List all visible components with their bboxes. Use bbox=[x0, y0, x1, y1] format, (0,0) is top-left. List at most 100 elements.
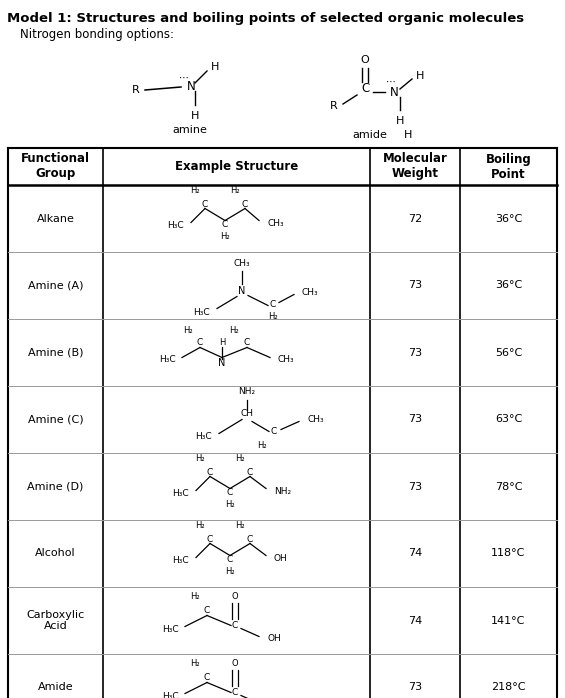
Text: H₃C: H₃C bbox=[172, 556, 189, 565]
Text: amide: amide bbox=[353, 130, 388, 140]
Text: CH₃: CH₃ bbox=[277, 355, 294, 364]
Text: 73: 73 bbox=[408, 415, 422, 424]
Text: CH₃: CH₃ bbox=[302, 288, 319, 297]
Text: H₂: H₂ bbox=[190, 659, 200, 668]
Text: H₂: H₂ bbox=[195, 521, 205, 530]
Text: 73: 73 bbox=[408, 281, 422, 290]
Text: CH₃: CH₃ bbox=[234, 259, 250, 268]
Text: H: H bbox=[191, 111, 199, 121]
Text: Molecular
Weight: Molecular Weight bbox=[383, 152, 447, 181]
Text: H₂: H₂ bbox=[190, 592, 200, 601]
Text: H₂: H₂ bbox=[268, 312, 278, 321]
Text: 78°C: 78°C bbox=[495, 482, 522, 491]
Text: Alcohol: Alcohol bbox=[35, 549, 76, 558]
Text: C: C bbox=[242, 200, 248, 209]
Text: NH₂: NH₂ bbox=[274, 487, 291, 496]
Text: N: N bbox=[218, 357, 225, 368]
Text: H₂: H₂ bbox=[225, 500, 235, 509]
Text: H₂: H₂ bbox=[225, 567, 235, 576]
Text: H₂: H₂ bbox=[183, 326, 193, 335]
Text: H₂: H₂ bbox=[220, 232, 230, 241]
Text: C: C bbox=[207, 535, 213, 544]
Text: 73: 73 bbox=[408, 348, 422, 357]
Text: CH: CH bbox=[241, 409, 254, 418]
Text: O: O bbox=[360, 55, 370, 65]
Text: H₂: H₂ bbox=[230, 186, 240, 195]
Text: C: C bbox=[204, 673, 210, 682]
Text: O: O bbox=[232, 592, 238, 601]
Text: H₃C: H₃C bbox=[162, 625, 179, 634]
Text: H: H bbox=[219, 338, 225, 347]
Text: Amide: Amide bbox=[38, 683, 73, 692]
Text: H₂: H₂ bbox=[235, 454, 245, 463]
Text: Amine (C): Amine (C) bbox=[28, 415, 83, 424]
Text: 74: 74 bbox=[408, 549, 422, 558]
Text: H₂: H₂ bbox=[235, 521, 245, 530]
Text: H₂: H₂ bbox=[257, 441, 267, 450]
Text: Amine (A): Amine (A) bbox=[28, 281, 83, 290]
Text: C: C bbox=[244, 338, 250, 347]
Text: C: C bbox=[247, 468, 253, 477]
Text: 118°C: 118°C bbox=[492, 549, 525, 558]
Text: N: N bbox=[238, 285, 246, 295]
Text: H₂: H₂ bbox=[229, 326, 239, 335]
Text: N: N bbox=[187, 80, 195, 94]
Text: H₃C: H₃C bbox=[162, 692, 179, 698]
Text: C: C bbox=[227, 488, 233, 497]
Text: 63°C: 63°C bbox=[495, 415, 522, 424]
Text: 218°C: 218°C bbox=[491, 683, 526, 692]
Text: R: R bbox=[132, 85, 140, 95]
Text: 74: 74 bbox=[408, 616, 422, 625]
Text: NH₂: NH₂ bbox=[238, 387, 255, 396]
Text: 36°C: 36°C bbox=[495, 214, 522, 223]
Text: C: C bbox=[270, 300, 276, 309]
Text: CH₃: CH₃ bbox=[307, 415, 324, 424]
Text: 36°C: 36°C bbox=[495, 281, 522, 290]
Text: Carboxylic
Acid: Carboxylic Acid bbox=[27, 609, 85, 631]
Text: CH₃: CH₃ bbox=[267, 219, 284, 228]
Text: C: C bbox=[271, 427, 277, 436]
Text: Nitrogen bonding options:: Nitrogen bonding options: bbox=[20, 28, 174, 41]
Text: Example Structure: Example Structure bbox=[175, 160, 298, 173]
Text: 56°C: 56°C bbox=[495, 348, 522, 357]
Text: H₃C: H₃C bbox=[167, 221, 184, 230]
Text: C: C bbox=[222, 220, 228, 229]
Text: amine: amine bbox=[172, 125, 207, 135]
Text: H: H bbox=[416, 71, 424, 81]
Text: C: C bbox=[361, 82, 369, 94]
Text: Model 1: Structures and boiling points of selected organic molecules: Model 1: Structures and boiling points o… bbox=[7, 12, 524, 25]
Text: H₂: H₂ bbox=[190, 186, 200, 195]
Text: H₃C: H₃C bbox=[193, 308, 210, 317]
Text: ⋯: ⋯ bbox=[179, 73, 189, 83]
Text: C: C bbox=[207, 468, 213, 477]
Text: Alkane: Alkane bbox=[37, 214, 75, 223]
Text: C: C bbox=[204, 606, 210, 615]
Text: C: C bbox=[247, 535, 253, 544]
Text: H: H bbox=[404, 130, 412, 140]
Text: R: R bbox=[331, 101, 338, 111]
Text: N: N bbox=[390, 85, 399, 98]
Text: Amine (B): Amine (B) bbox=[28, 348, 83, 357]
Text: C: C bbox=[232, 688, 238, 697]
Text: H: H bbox=[396, 116, 404, 126]
Text: C: C bbox=[227, 555, 233, 564]
Text: Boiling
Point: Boiling Point bbox=[486, 152, 531, 181]
Text: OH: OH bbox=[267, 634, 281, 643]
Text: H₃C: H₃C bbox=[172, 489, 189, 498]
Text: 73: 73 bbox=[408, 683, 422, 692]
Text: H₂: H₂ bbox=[195, 454, 205, 463]
Text: H₃C: H₃C bbox=[159, 355, 176, 364]
Text: 72: 72 bbox=[408, 214, 422, 223]
Text: C: C bbox=[232, 621, 238, 630]
Text: H: H bbox=[211, 62, 219, 72]
Text: C: C bbox=[197, 338, 203, 347]
Text: ⋯: ⋯ bbox=[386, 77, 396, 87]
Text: C: C bbox=[202, 200, 208, 209]
Text: Amine (D): Amine (D) bbox=[27, 482, 84, 491]
Text: O: O bbox=[232, 659, 238, 668]
Text: 141°C: 141°C bbox=[492, 616, 525, 625]
Text: 73: 73 bbox=[408, 482, 422, 491]
Text: H₃C: H₃C bbox=[195, 432, 212, 441]
Text: OH: OH bbox=[274, 554, 288, 563]
Text: Functional
Group: Functional Group bbox=[21, 152, 90, 181]
